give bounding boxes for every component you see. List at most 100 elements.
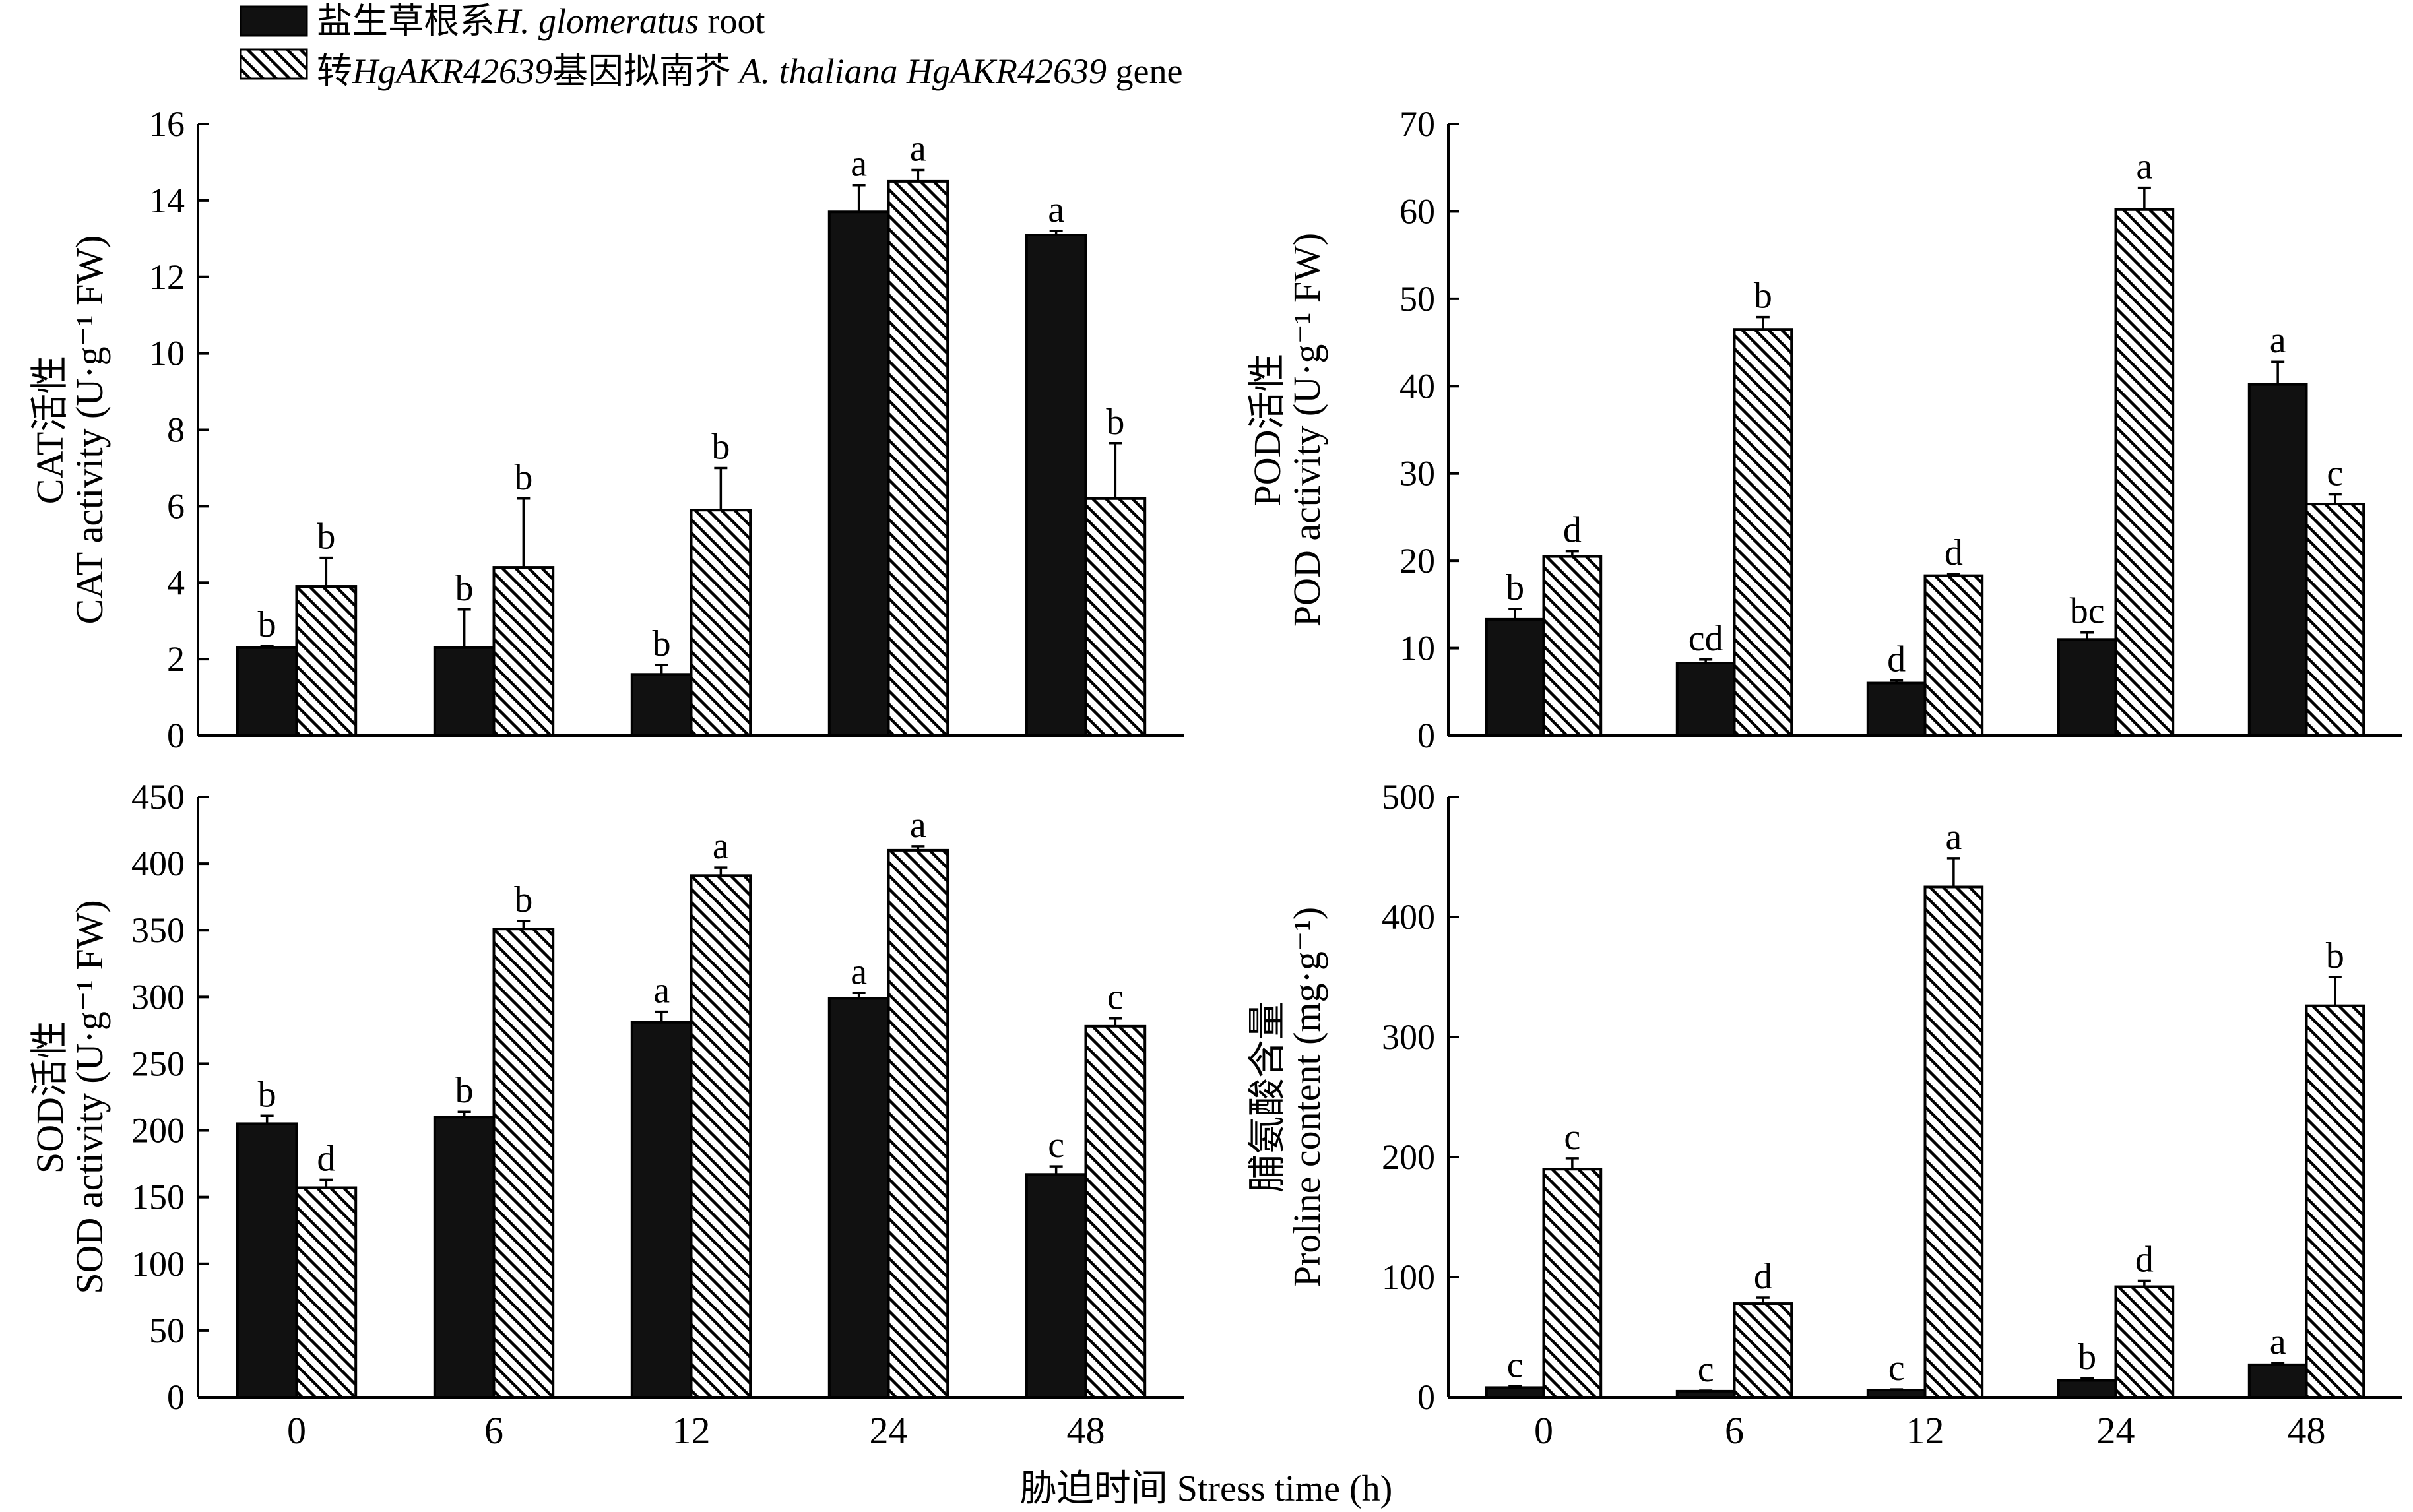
x-tick-label: 24 bbox=[870, 1409, 908, 1452]
y-tick-label: 16 bbox=[149, 104, 185, 144]
y-tick-label: 10 bbox=[1400, 629, 1435, 668]
y-tick-label: 60 bbox=[1400, 191, 1435, 231]
bar-transgenic bbox=[295, 585, 358, 738]
y-tick-label: 150 bbox=[131, 1178, 185, 1217]
bar-transgenic bbox=[1733, 328, 1793, 737]
significance-letter: b bbox=[258, 1074, 276, 1115]
y-tick-label: 50 bbox=[149, 1311, 185, 1350]
y-tick-label: 0 bbox=[1417, 716, 1435, 755]
significance-letter: a bbox=[1945, 817, 1962, 858]
y-tick-label: 400 bbox=[1382, 897, 1435, 937]
y-tick-label: 50 bbox=[1400, 279, 1435, 319]
significance-letter: a bbox=[2270, 1321, 2286, 1362]
significance-letter: b bbox=[258, 604, 276, 645]
y-axis-label-en: SOD activity (U·g⁻¹ FW) bbox=[68, 900, 111, 1294]
bar-transgenic bbox=[1923, 885, 1984, 1399]
legend-swatch-transgenic bbox=[240, 48, 308, 80]
y-tick-label: 14 bbox=[149, 181, 185, 220]
bar-root bbox=[1025, 234, 1087, 737]
bar-transgenic bbox=[2305, 503, 2365, 737]
significance-letter: b bbox=[1106, 402, 1124, 443]
bar-root bbox=[1025, 1173, 1087, 1399]
bar-root bbox=[630, 673, 693, 737]
bar-transgenic bbox=[492, 928, 555, 1399]
bar-root bbox=[1866, 1389, 1927, 1399]
significance-letter: a bbox=[713, 826, 729, 867]
legend-label-root: 盐生草根系H. glomeratus root bbox=[317, 1, 765, 41]
significance-letter: a bbox=[851, 144, 867, 185]
significance-letter: c bbox=[1048, 1125, 1064, 1166]
significance-letter: b bbox=[455, 568, 474, 609]
shared-x-axis-label: 胁迫时间 Stress time (h) bbox=[1020, 1468, 1393, 1509]
y-tick-label: 70 bbox=[1400, 104, 1435, 144]
bar-transgenic bbox=[1084, 497, 1147, 737]
y-axis-label-cn: CAT活性 bbox=[28, 356, 71, 505]
y-tick-label: 30 bbox=[1400, 454, 1435, 493]
x-tick-label: 6 bbox=[484, 1409, 503, 1452]
y-axis-label-en: POD activity (U·g⁻¹ FW) bbox=[1285, 233, 1328, 627]
y-tick-label: 100 bbox=[1382, 1257, 1435, 1297]
y-axis-label-en: Proline content (mg·g⁻¹) bbox=[1285, 907, 1328, 1287]
bar-transgenic bbox=[1542, 1168, 1603, 1399]
significance-letter: bc bbox=[2070, 591, 2105, 632]
y-tick-label: 20 bbox=[1400, 541, 1435, 581]
bar-root bbox=[630, 1021, 693, 1399]
legend-swatch-root bbox=[240, 5, 308, 37]
significance-letter: a bbox=[653, 970, 670, 1011]
bar-root bbox=[433, 646, 496, 738]
y-tick-label: 100 bbox=[131, 1244, 185, 1284]
significance-letter: d bbox=[1754, 1256, 1772, 1297]
significance-letter: a bbox=[910, 805, 926, 846]
significance-letter: a bbox=[2270, 320, 2286, 361]
y-tick-label: 500 bbox=[1382, 777, 1435, 817]
x-tick-label: 48 bbox=[2288, 1409, 2326, 1452]
significance-letter: b bbox=[1754, 276, 1772, 317]
y-tick-label: 200 bbox=[131, 1111, 185, 1150]
significance-letter: b bbox=[2078, 1337, 2096, 1377]
y-tick-label: 350 bbox=[131, 910, 185, 950]
x-tick-label: 0 bbox=[1534, 1409, 1553, 1452]
bar-transgenic bbox=[887, 179, 949, 737]
y-tick-label: 200 bbox=[1382, 1137, 1435, 1177]
significance-letter: b bbox=[711, 426, 730, 467]
y-tick-label: 400 bbox=[131, 844, 185, 883]
bar-transgenic bbox=[1733, 1302, 1793, 1399]
bar-root bbox=[827, 997, 890, 1399]
significance-letter: d bbox=[1563, 510, 1582, 551]
significance-letter: c bbox=[1888, 1348, 1905, 1389]
bar-root bbox=[1675, 662, 1736, 737]
bar-root bbox=[2057, 1379, 2117, 1399]
significance-letter: a bbox=[910, 129, 926, 170]
bar-root bbox=[433, 1116, 496, 1399]
bar-root bbox=[236, 646, 298, 738]
y-tick-label: 0 bbox=[167, 1377, 185, 1417]
y-tick-label: 300 bbox=[131, 977, 185, 1017]
x-tick-label: 12 bbox=[1906, 1409, 1945, 1452]
significance-letter: c bbox=[2327, 453, 2343, 493]
significance-letter: b bbox=[455, 1070, 474, 1111]
x-tick-label: 24 bbox=[2097, 1409, 2135, 1452]
bar-transgenic bbox=[690, 509, 752, 737]
x-tick-label: 6 bbox=[1725, 1409, 1744, 1452]
bar-transgenic bbox=[1542, 555, 1603, 737]
x-tick-label: 12 bbox=[672, 1409, 711, 1452]
y-tick-label: 40 bbox=[1400, 366, 1435, 406]
bar-transgenic bbox=[1923, 574, 1984, 737]
significance-letter: b bbox=[1506, 567, 1524, 608]
bar-root bbox=[1866, 681, 1927, 737]
y-tick-label: 12 bbox=[149, 257, 185, 297]
y-tick-label: 450 bbox=[131, 777, 185, 817]
significance-letter: d bbox=[1945, 532, 1963, 573]
x-tick-label: 48 bbox=[1067, 1409, 1105, 1452]
bar-transgenic bbox=[295, 1186, 358, 1399]
y-axis-label-cn: SOD活性 bbox=[28, 1021, 71, 1174]
significance-letter: c bbox=[1564, 1117, 1580, 1158]
y-tick-label: 300 bbox=[1382, 1017, 1435, 1057]
y-tick-label: 10 bbox=[149, 334, 185, 373]
significance-letter: b bbox=[514, 457, 532, 498]
significance-letter: c bbox=[1507, 1345, 1524, 1386]
